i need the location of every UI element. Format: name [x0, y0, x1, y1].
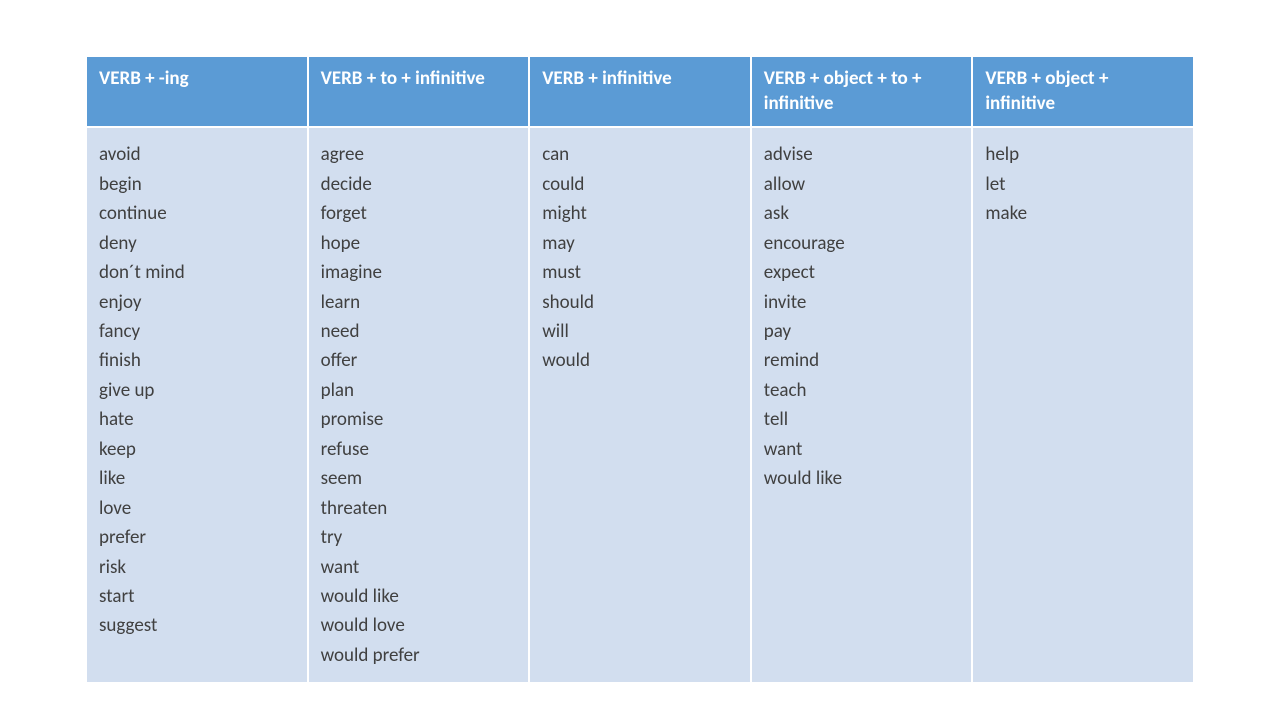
col-header-0: VERB + -ing — [86, 56, 308, 127]
verb-list-4: helpletmake — [985, 140, 1181, 228]
col-header-3: VERB + object + to + infinitive — [751, 56, 973, 127]
verb-list-1: agreedecideforgethopeimaginelearnneedoff… — [321, 140, 517, 670]
col-header-4: VERB + object + infinitive — [972, 56, 1194, 127]
cell-2: cancouldmightmaymustshouldwillwould — [529, 127, 751, 683]
body-row: avoidbegincontinuedenydon´t mindenjoyfan… — [86, 127, 1194, 683]
cell-3: adviseallowaskencourageexpectinvitepayre… — [751, 127, 973, 683]
cell-1: agreedecideforgethopeimaginelearnneedoff… — [308, 127, 530, 683]
verb-list-2: cancouldmightmaymustshouldwillwould — [542, 140, 738, 376]
verb-list-3: adviseallowaskencourageexpectinvitepayre… — [764, 140, 960, 493]
col-header-2: VERB + infinitive — [529, 56, 751, 127]
verb-list-0: avoidbegincontinuedenydon´t mindenjoyfan… — [99, 140, 295, 640]
cell-4: helpletmake — [972, 127, 1194, 683]
header-row: VERB + -ing VERB + to + infinitive VERB … — [86, 56, 1194, 127]
cell-0: avoidbegincontinuedenydon´t mindenjoyfan… — [86, 127, 308, 683]
col-header-1: VERB + to + infinitive — [308, 56, 530, 127]
verb-patterns-table: VERB + -ing VERB + to + infinitive VERB … — [85, 55, 1195, 684]
